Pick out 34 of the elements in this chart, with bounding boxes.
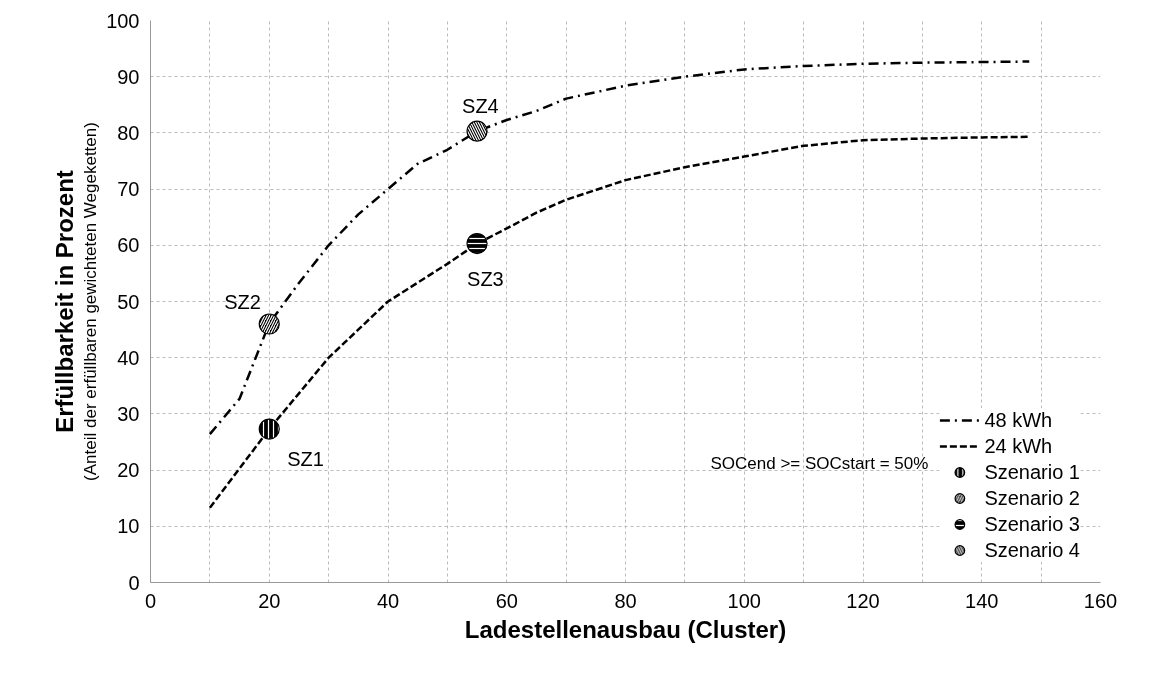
data-label: SZ1 [287,448,324,471]
legend-label: 48 kWh [984,408,1053,432]
y-tick-label: 60 [117,234,140,257]
y-tick-label: 70 [117,178,140,201]
x-tick-label: 160 [1083,589,1118,612]
y-tick-label: 90 [117,65,140,88]
y-tick-label: 100 [106,9,140,32]
data-label: SZ4 [462,95,499,118]
x-tick-label: 40 [376,589,400,612]
y-axis-title: Erfüllbarkeit in Prozent [50,170,78,433]
x-tick-label: 20 [258,589,281,612]
y-tick-label: 40 [117,346,140,369]
y-tick-label: 80 [117,121,140,144]
legend-label: Szenario 1 [984,460,1080,484]
x-tick-label: 0 [144,589,157,612]
legend-label: Szenario 3 [984,512,1080,536]
y-tick-label: 0 [128,571,140,594]
x-axis-title: Ladestellenausbau (Cluster) [464,615,787,643]
y-tick-label: 50 [117,290,140,313]
legend-label: Szenario 4 [984,538,1080,562]
annotation: SOCend >= SOCstart = 50% [710,453,929,473]
y-tick-label: 10 [117,515,140,538]
legend-label: Szenario 2 [984,486,1080,510]
x-tick-label: 140 [965,589,999,612]
legend-label: 24 kWh [984,434,1053,458]
x-tick-label: 100 [727,589,761,612]
y-tick-label: 30 [117,402,140,425]
data-label: SZ3 [467,267,504,290]
y-tick-label: 20 [117,459,140,482]
text: (Anteil der erfüllbaren gewichteten Wegeketten) [80,122,100,481]
x-tick-label: 120 [846,589,880,612]
x-tick-label: 60 [495,589,518,612]
x-tick-label: 80 [614,589,637,612]
data-label: SZ2 [224,290,261,313]
